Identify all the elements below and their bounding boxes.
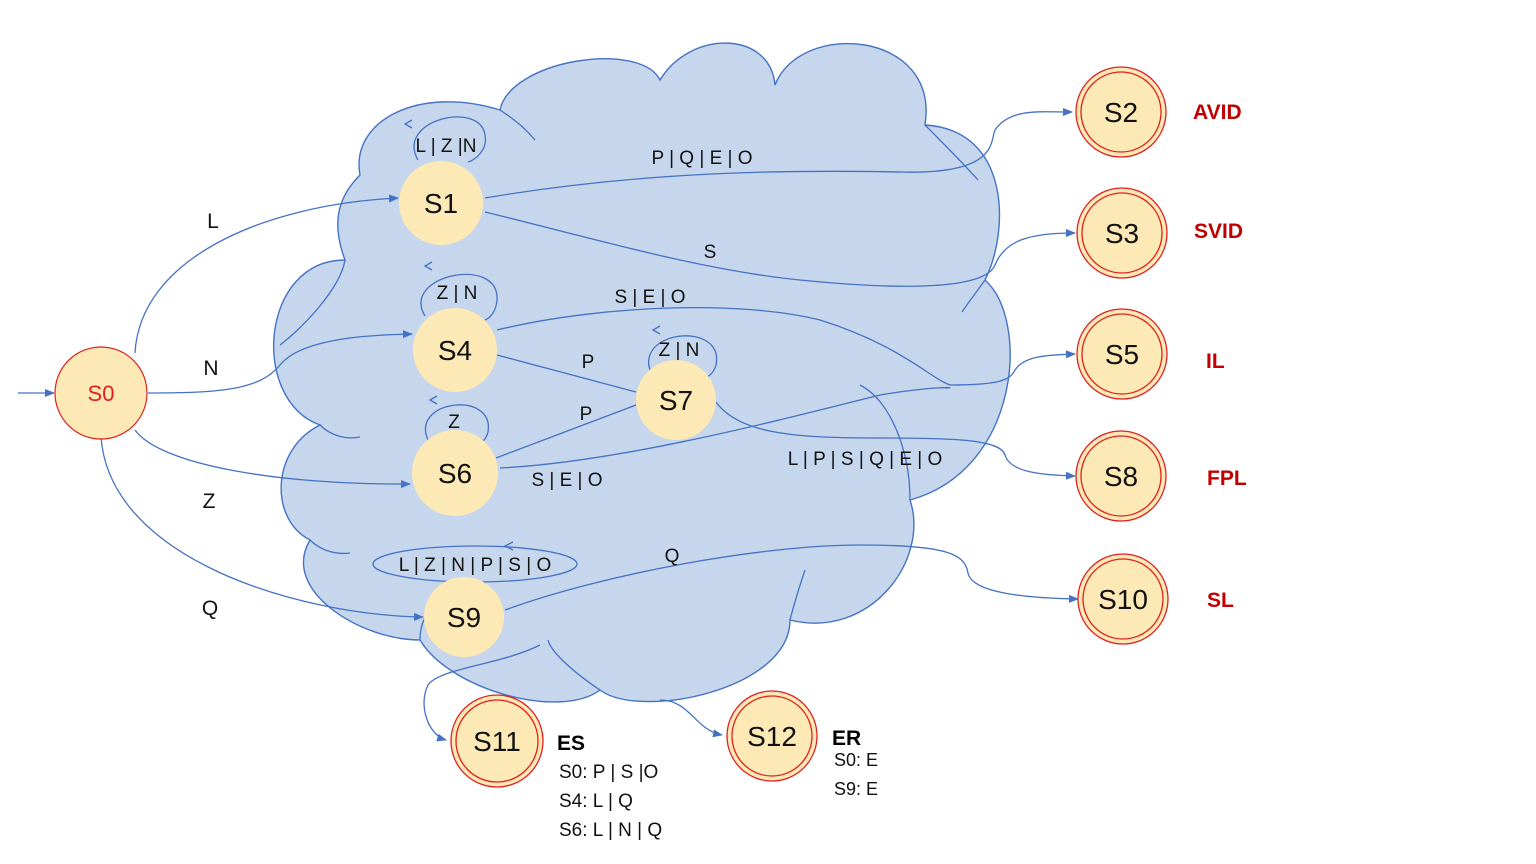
cloud-fold bbox=[789, 569, 806, 621]
loop-label-s6: Z bbox=[448, 412, 460, 433]
loop-s7 bbox=[648, 335, 718, 379]
cloud-fold bbox=[279, 259, 346, 346]
node-s12-label: S12 bbox=[747, 721, 797, 752]
legend-es-line: S0: P | S |O bbox=[559, 762, 658, 783]
output-tag-s10: SL bbox=[1207, 589, 1234, 612]
edge-label-s1-s2: P | Q | E | O bbox=[651, 148, 752, 169]
loop-s7-arrowhead bbox=[651, 325, 661, 335]
edge-s6-s7 bbox=[495, 404, 637, 459]
final-node-s2: S2 bbox=[1075, 66, 1167, 158]
legend-er-title: ER bbox=[832, 727, 861, 750]
loop-label-s4: Z | N bbox=[437, 283, 478, 304]
node-s6-label: S6 bbox=[438, 458, 472, 489]
loop-label-s1: L | Z |N bbox=[416, 136, 477, 157]
cloud-fold bbox=[924, 124, 979, 181]
loop-label-s9: L | Z | N | P | S | O bbox=[399, 555, 551, 576]
output-tag-s8: FPL bbox=[1207, 467, 1247, 490]
final-node-s3: S3 bbox=[1076, 187, 1168, 279]
final-node-s11: S11 bbox=[450, 694, 544, 788]
node-s9 bbox=[424, 577, 504, 657]
edge-s1-s3 bbox=[484, 211, 1076, 287]
cloud-fold bbox=[547, 639, 601, 691]
edge-s0-s9 bbox=[100, 436, 424, 621]
edge-label-s0-s4: N bbox=[203, 357, 218, 380]
node-s5-label: S5 bbox=[1105, 339, 1139, 370]
cloud-fold bbox=[309, 539, 351, 555]
edge-label-s0-s1: L bbox=[207, 210, 219, 233]
edge-label-s6-s7: P bbox=[580, 404, 593, 425]
edge-s4-s5 bbox=[496, 307, 1076, 386]
edge-label-s0-s9: Q bbox=[202, 597, 218, 620]
legend-es-line: S6: L | N | Q bbox=[559, 820, 662, 841]
edge-s4-s7 bbox=[496, 354, 637, 393]
loop-label-s7: Z | N bbox=[659, 340, 700, 361]
edge-s0-s6 bbox=[134, 429, 411, 489]
edge-s1-s2 bbox=[484, 107, 1073, 199]
node-s7-label: S7 bbox=[659, 385, 693, 416]
legend-es-line: S4: L | Q bbox=[559, 791, 633, 812]
edge-cloud-s12 bbox=[659, 699, 723, 738]
edge-s0-s4 bbox=[147, 330, 413, 394]
edge-label-s4-s5: S | E | O bbox=[614, 287, 685, 308]
node-s4 bbox=[413, 308, 497, 392]
node-s0 bbox=[54, 346, 148, 440]
cloud-fold bbox=[319, 424, 361, 439]
node-s8-label: S8 bbox=[1104, 461, 1138, 492]
cloud-fold bbox=[961, 279, 986, 313]
edge-s0-s1 bbox=[134, 194, 399, 354]
final-node-s5: S5 bbox=[1076, 308, 1168, 400]
node-s4-label: S4 bbox=[438, 335, 472, 366]
legend-es-title: ES bbox=[557, 732, 585, 755]
node-s1-label: S1 bbox=[424, 188, 458, 219]
cloud-region bbox=[272, 42, 1011, 703]
loop-s4 bbox=[420, 273, 498, 321]
final-node-s10: S10 bbox=[1077, 553, 1169, 645]
loop-s9-arrowhead bbox=[503, 541, 514, 551]
edge-label-s7-s8: L | P | S | Q | E | O bbox=[788, 449, 943, 470]
loop-s1-arrowhead bbox=[403, 119, 413, 129]
edge-cloud-s11 bbox=[423, 644, 541, 742]
edge-label-s1-s3: S bbox=[704, 242, 717, 263]
cloud-fold bbox=[859, 384, 911, 501]
legend-er-line: S0: E bbox=[834, 750, 878, 770]
output-tag-s2: AVID bbox=[1193, 101, 1242, 124]
node-s9-label: S9 bbox=[447, 602, 481, 633]
edge-s6-s5 bbox=[499, 386, 951, 469]
output-tag-s5: IL bbox=[1206, 350, 1225, 373]
node-s2-label: S2 bbox=[1104, 97, 1138, 128]
edge-s7-s8 bbox=[715, 401, 1076, 480]
edge-label-s4-s7: P bbox=[582, 352, 595, 373]
loop-s6-arrowhead bbox=[428, 395, 438, 405]
final-node-s12: S12 bbox=[726, 690, 818, 782]
edge-label-s6-s5: S | E | O bbox=[531, 470, 602, 491]
node-s11-label: S11 bbox=[473, 726, 521, 757]
node-s6 bbox=[412, 430, 498, 516]
output-tag-s3: SVID bbox=[1194, 220, 1243, 243]
loop-s1 bbox=[413, 116, 487, 163]
node-s3-label: S3 bbox=[1105, 218, 1139, 249]
edge-label-s0-s6: Z bbox=[203, 490, 216, 513]
node-s7 bbox=[636, 360, 716, 440]
node-s10-label: S10 bbox=[1098, 584, 1148, 615]
edge-label-s9-s10: Q bbox=[665, 546, 680, 567]
node-s1 bbox=[399, 161, 483, 245]
loop-s4-arrowhead bbox=[423, 261, 433, 271]
final-node-s8: S8 bbox=[1075, 430, 1167, 522]
edge-s9-s10 bbox=[504, 544, 1079, 611]
node-s0-label: S0 bbox=[88, 381, 115, 406]
legend-er-line: S9: E bbox=[834, 779, 878, 799]
cloud-fold bbox=[499, 109, 536, 141]
